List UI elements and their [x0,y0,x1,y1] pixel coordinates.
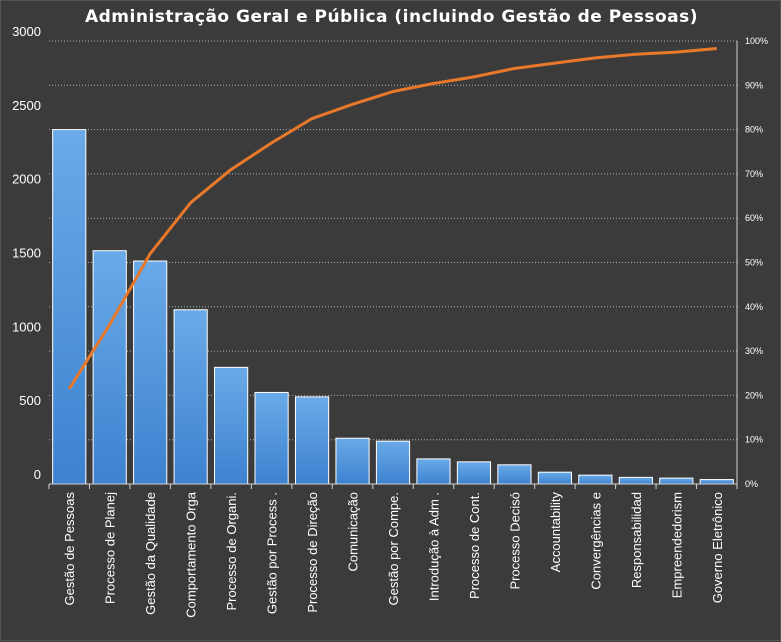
category-label: Introdução à Adm . [426,492,441,601]
bar [700,480,733,484]
right-axis-tick-label: 80% [745,125,763,135]
category-label: Accountability [548,492,563,573]
right-axis-tick-label: 50% [745,258,763,268]
category-label: Processo de Cont. [467,492,482,599]
right-axis-tick-label: 60% [745,213,763,223]
category-label: Processo Decisó [507,492,522,590]
left-axis-tick-label: 2500 [12,98,41,113]
right-axis-tick-label: 30% [745,346,763,356]
category-label: Processo de Planej [103,492,118,604]
left-axis-tick-label: 1000 [12,319,41,334]
category-label: Processo de Direção [305,492,320,613]
bar [53,130,86,484]
bar [93,251,126,484]
category-label: Gestão da Qualidade [143,492,158,615]
right-axis-tick-label: 100% [745,36,768,46]
left-axis-tick-label: 500 [19,393,41,408]
right-axis-tick-label: 90% [745,80,763,90]
bar [579,475,612,484]
bar [295,397,328,484]
category-label: Comportamento Orga [184,491,199,617]
right-axis-tick-label: 10% [745,435,763,445]
bar [255,392,288,484]
left-axis-tick-label: 1500 [12,246,41,261]
category-label: Processo de Organi. [224,492,239,611]
bar [417,459,450,484]
category-label: Governo Eletrônico [710,492,725,603]
bar [376,441,409,484]
bar [134,261,167,484]
bar [660,478,693,484]
bar [215,367,248,484]
left-axis-tick-label: 2000 [12,172,41,187]
category-label: Gestão de Pessoas [62,492,77,606]
right-axis-tick-label: 40% [745,302,763,312]
category-label: Gestão por Compe. [386,492,401,605]
category-label: Responsabilidad [629,492,644,588]
bar [538,472,571,484]
category-label: Comunicação [346,492,361,572]
left-axis-tick-label: 0 [34,467,41,482]
right-axis-tick-label: 0% [745,479,758,489]
bar [336,438,369,484]
left-axis-tick-label: 3000 [12,24,41,39]
right-axis-tick-label: 70% [745,169,763,179]
bar [457,462,490,484]
bar [174,310,207,484]
category-label: Gestão por Process . [265,492,280,614]
right-axis-tick-label: 20% [745,390,763,400]
bar [619,477,652,484]
category-label: Convergências e [588,492,603,590]
category-label: Empreendedorism [669,492,684,598]
bar [498,465,531,484]
